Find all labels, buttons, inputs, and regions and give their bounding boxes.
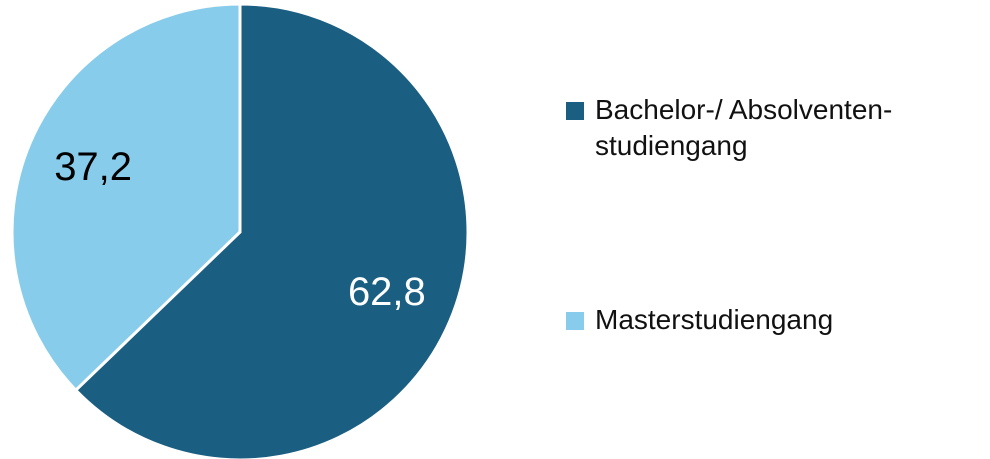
legend-label: Bachelor-/ Absolventen-studiengang [595,94,893,161]
legend-label: Masterstudiengang [595,304,834,335]
legend-swatch [566,312,584,330]
legend-item: Bachelor-/ Absolventen-studiengang [566,92,975,164]
legend-item: Masterstudiengang [566,302,975,338]
legend-swatch [566,102,584,120]
data-label: 62,8 [348,270,426,314]
pie-slice [73,2,470,459]
data-label: 37,2 [54,145,132,189]
pie-slice [10,2,242,393]
